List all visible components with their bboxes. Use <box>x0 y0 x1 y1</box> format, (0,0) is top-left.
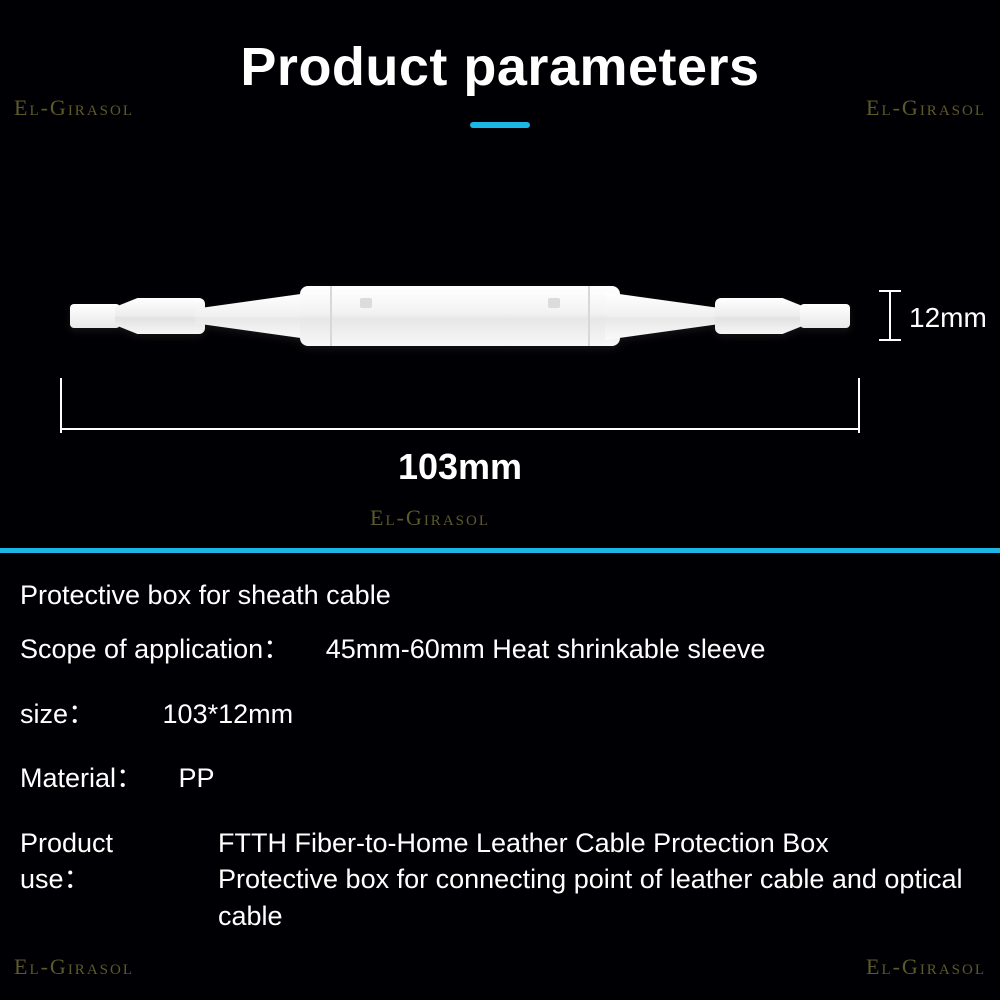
spec-row-scope: Scope of application： 45mm-60mm Heat shr… <box>20 631 980 667</box>
spec-row-size: size： 103*12mm <box>20 696 980 732</box>
spec-label: Scope of application： <box>20 631 290 667</box>
spec-label: Product use： <box>20 825 190 898</box>
spec-value: FTTH Fiber-to-Home Leather Cable Protect… <box>218 828 829 858</box>
spec-row-use: Product use： FTTH Fiber-to-Home Leather … <box>20 825 980 934</box>
spec-row-material: Material： PP <box>20 760 980 796</box>
spec-label: size： <box>20 696 95 732</box>
watermark: El-Girasol <box>866 95 986 121</box>
watermark: El-Girasol <box>866 954 986 980</box>
dimension-height: 12mm <box>875 268 985 363</box>
product-diagram: 12mm 103mm <box>0 188 1000 528</box>
dimension-width-label: 103mm <box>60 446 860 488</box>
spec-list: Protective box for sheath cable Scope of… <box>0 553 1000 934</box>
accent-bar <box>470 122 530 128</box>
spec-heading: Protective box for sheath cable <box>20 577 980 613</box>
watermark: El-Girasol <box>14 95 134 121</box>
spec-value: 45mm-60mm Heat shrinkable sleeve <box>326 634 766 664</box>
watermark: El-Girasol <box>14 954 134 980</box>
spec-value: PP <box>179 763 215 793</box>
spec-label: Material： <box>20 760 143 796</box>
spec-value: Protective box for connecting point of l… <box>218 864 962 930</box>
dimension-width: 103mm <box>60 388 860 498</box>
dimension-height-label: 12mm <box>909 302 987 334</box>
spec-value: 103*12mm <box>163 699 294 729</box>
product-shape <box>60 268 860 363</box>
page-title: Product parameters <box>0 0 1000 98</box>
